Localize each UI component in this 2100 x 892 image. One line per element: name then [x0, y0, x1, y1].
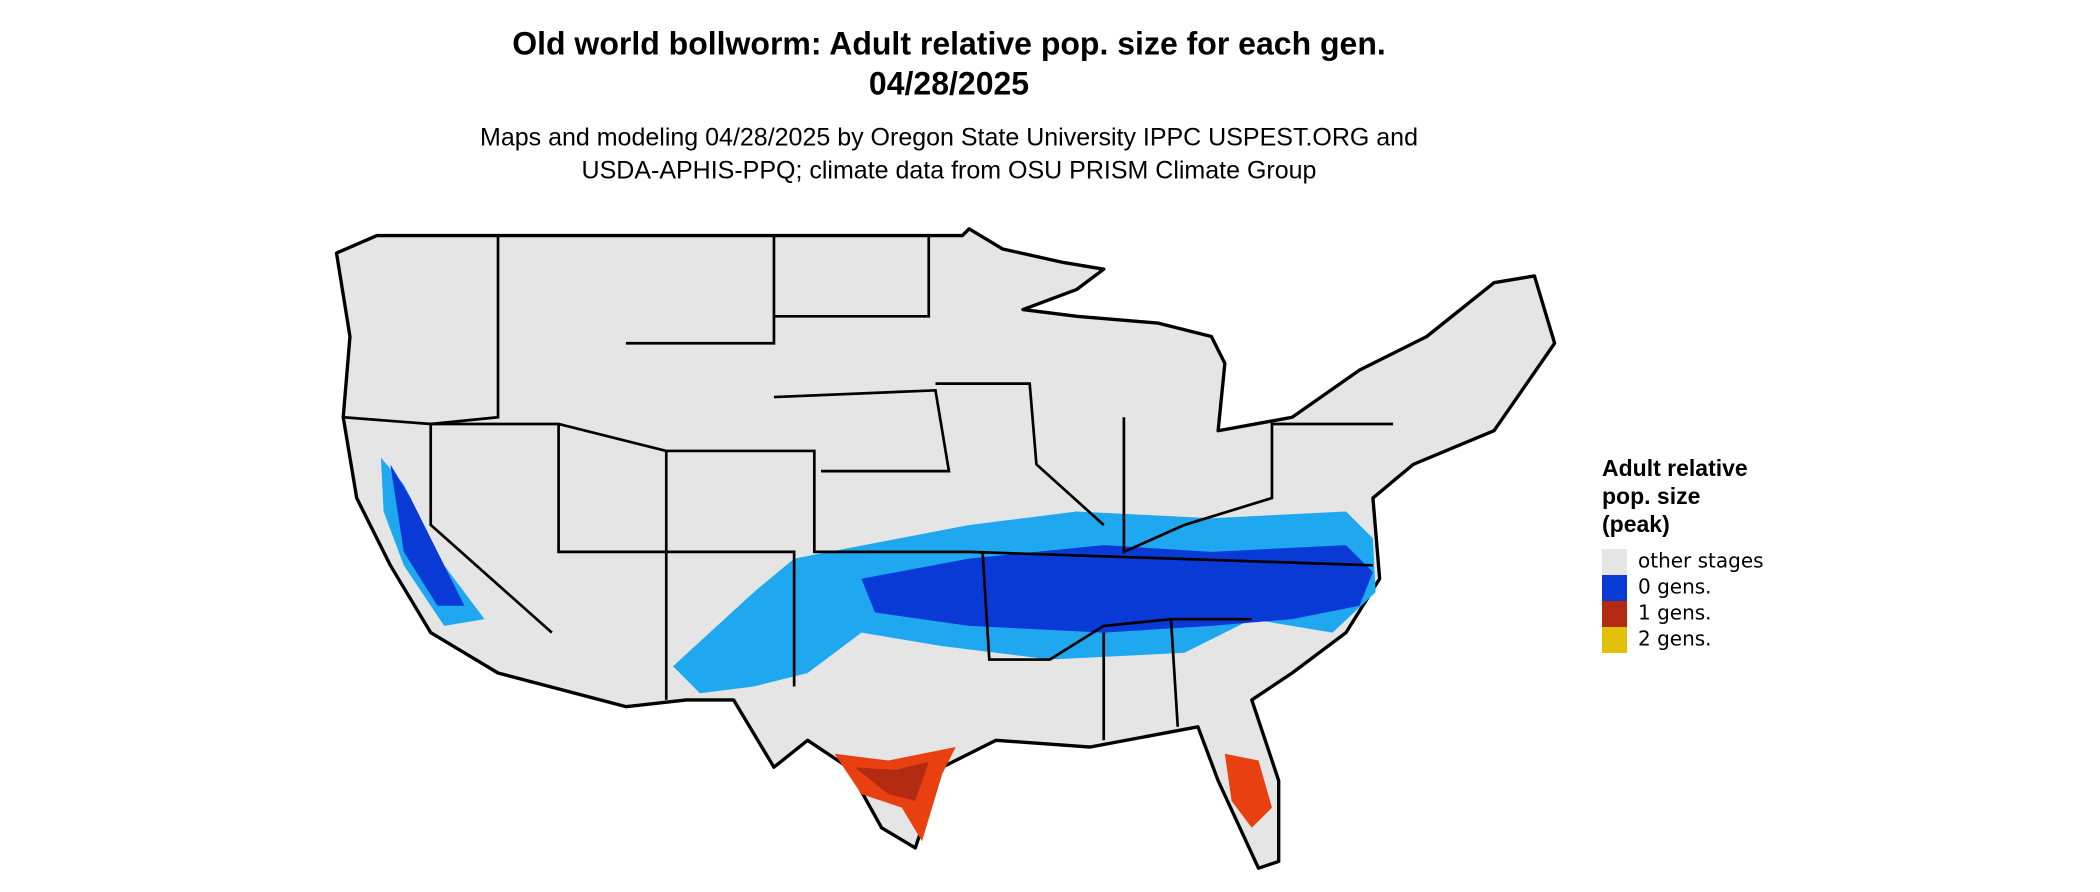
region-texas-dark: [854, 761, 929, 801]
legend-label: 2 gens.: [1638, 627, 1712, 651]
region-blue: [861, 545, 1373, 633]
state-lines: [343, 235, 1394, 741]
legend-swatch: [1602, 575, 1627, 601]
subtitle: Maps and modeling 04/28/2025 by Oregon S…: [480, 124, 1418, 152]
title: 04/28/2025: [869, 65, 1029, 101]
subtitle: USDA-APHIS-PPQ; climate data from OSU PR…: [582, 157, 1317, 185]
legend-swatch: [1602, 627, 1627, 653]
legend-label: 0 gens.: [1638, 575, 1712, 599]
legend-label: other stages: [1638, 549, 1764, 573]
legend-title: pop. size: [1602, 483, 1700, 509]
legend-title: Adult relative: [1602, 455, 1748, 481]
map: [334, 227, 1557, 870]
region-florida: [1224, 753, 1272, 828]
legend-title: (peak): [1602, 511, 1670, 537]
legend-label: 1 gens.: [1638, 601, 1712, 625]
title: Old world bollworm: Adult relative pop. …: [512, 25, 1386, 61]
legend-swatch: [1602, 601, 1627, 627]
legend-swatch: [1602, 549, 1627, 575]
region-west-dark: [390, 464, 465, 606]
